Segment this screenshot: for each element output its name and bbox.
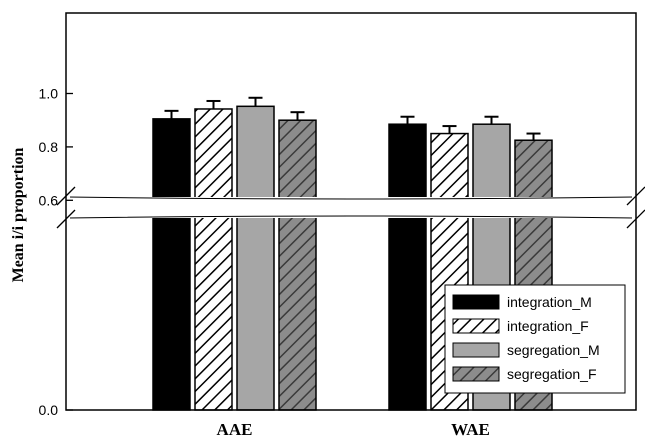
- bar-segregation_F-AAE: [278, 119, 317, 411]
- axis-break-band: [68, 197, 634, 218]
- x-category-label: WAE: [451, 420, 490, 439]
- bar-integration_M-WAE: [388, 123, 427, 411]
- legend-label: segregation_M: [507, 342, 600, 358]
- legend-swatch: [452, 366, 500, 382]
- legend-swatch: [452, 294, 500, 310]
- legend-label: integration_M: [507, 294, 592, 310]
- legend-label: segregation_F: [507, 366, 597, 382]
- legend-swatch: [452, 318, 500, 334]
- y-tick-label: 0.6: [39, 192, 59, 208]
- y-tick-label: 0.8: [39, 139, 59, 155]
- axis-break-edge-bottom: [67, 215, 635, 219]
- bar-integration_M-AAE: [152, 118, 191, 411]
- bar-segregation_M-AAE: [236, 105, 275, 411]
- legend: integration_M integration_F segregation_Ms…: [444, 284, 626, 394]
- axis-break-edge-top: [67, 196, 635, 200]
- y-tick-label: 1.0: [39, 86, 59, 102]
- y-tick-label: 0.0: [39, 402, 59, 418]
- x-category-label: AAE: [217, 420, 253, 439]
- bar-integration_F-AAE: [194, 108, 233, 411]
- y-axis-title: Mean i/i proportion: [10, 147, 27, 282]
- legend-swatch: [452, 342, 500, 358]
- legend-label: integration_F: [507, 318, 589, 334]
- plot-frame: [65, 12, 637, 411]
